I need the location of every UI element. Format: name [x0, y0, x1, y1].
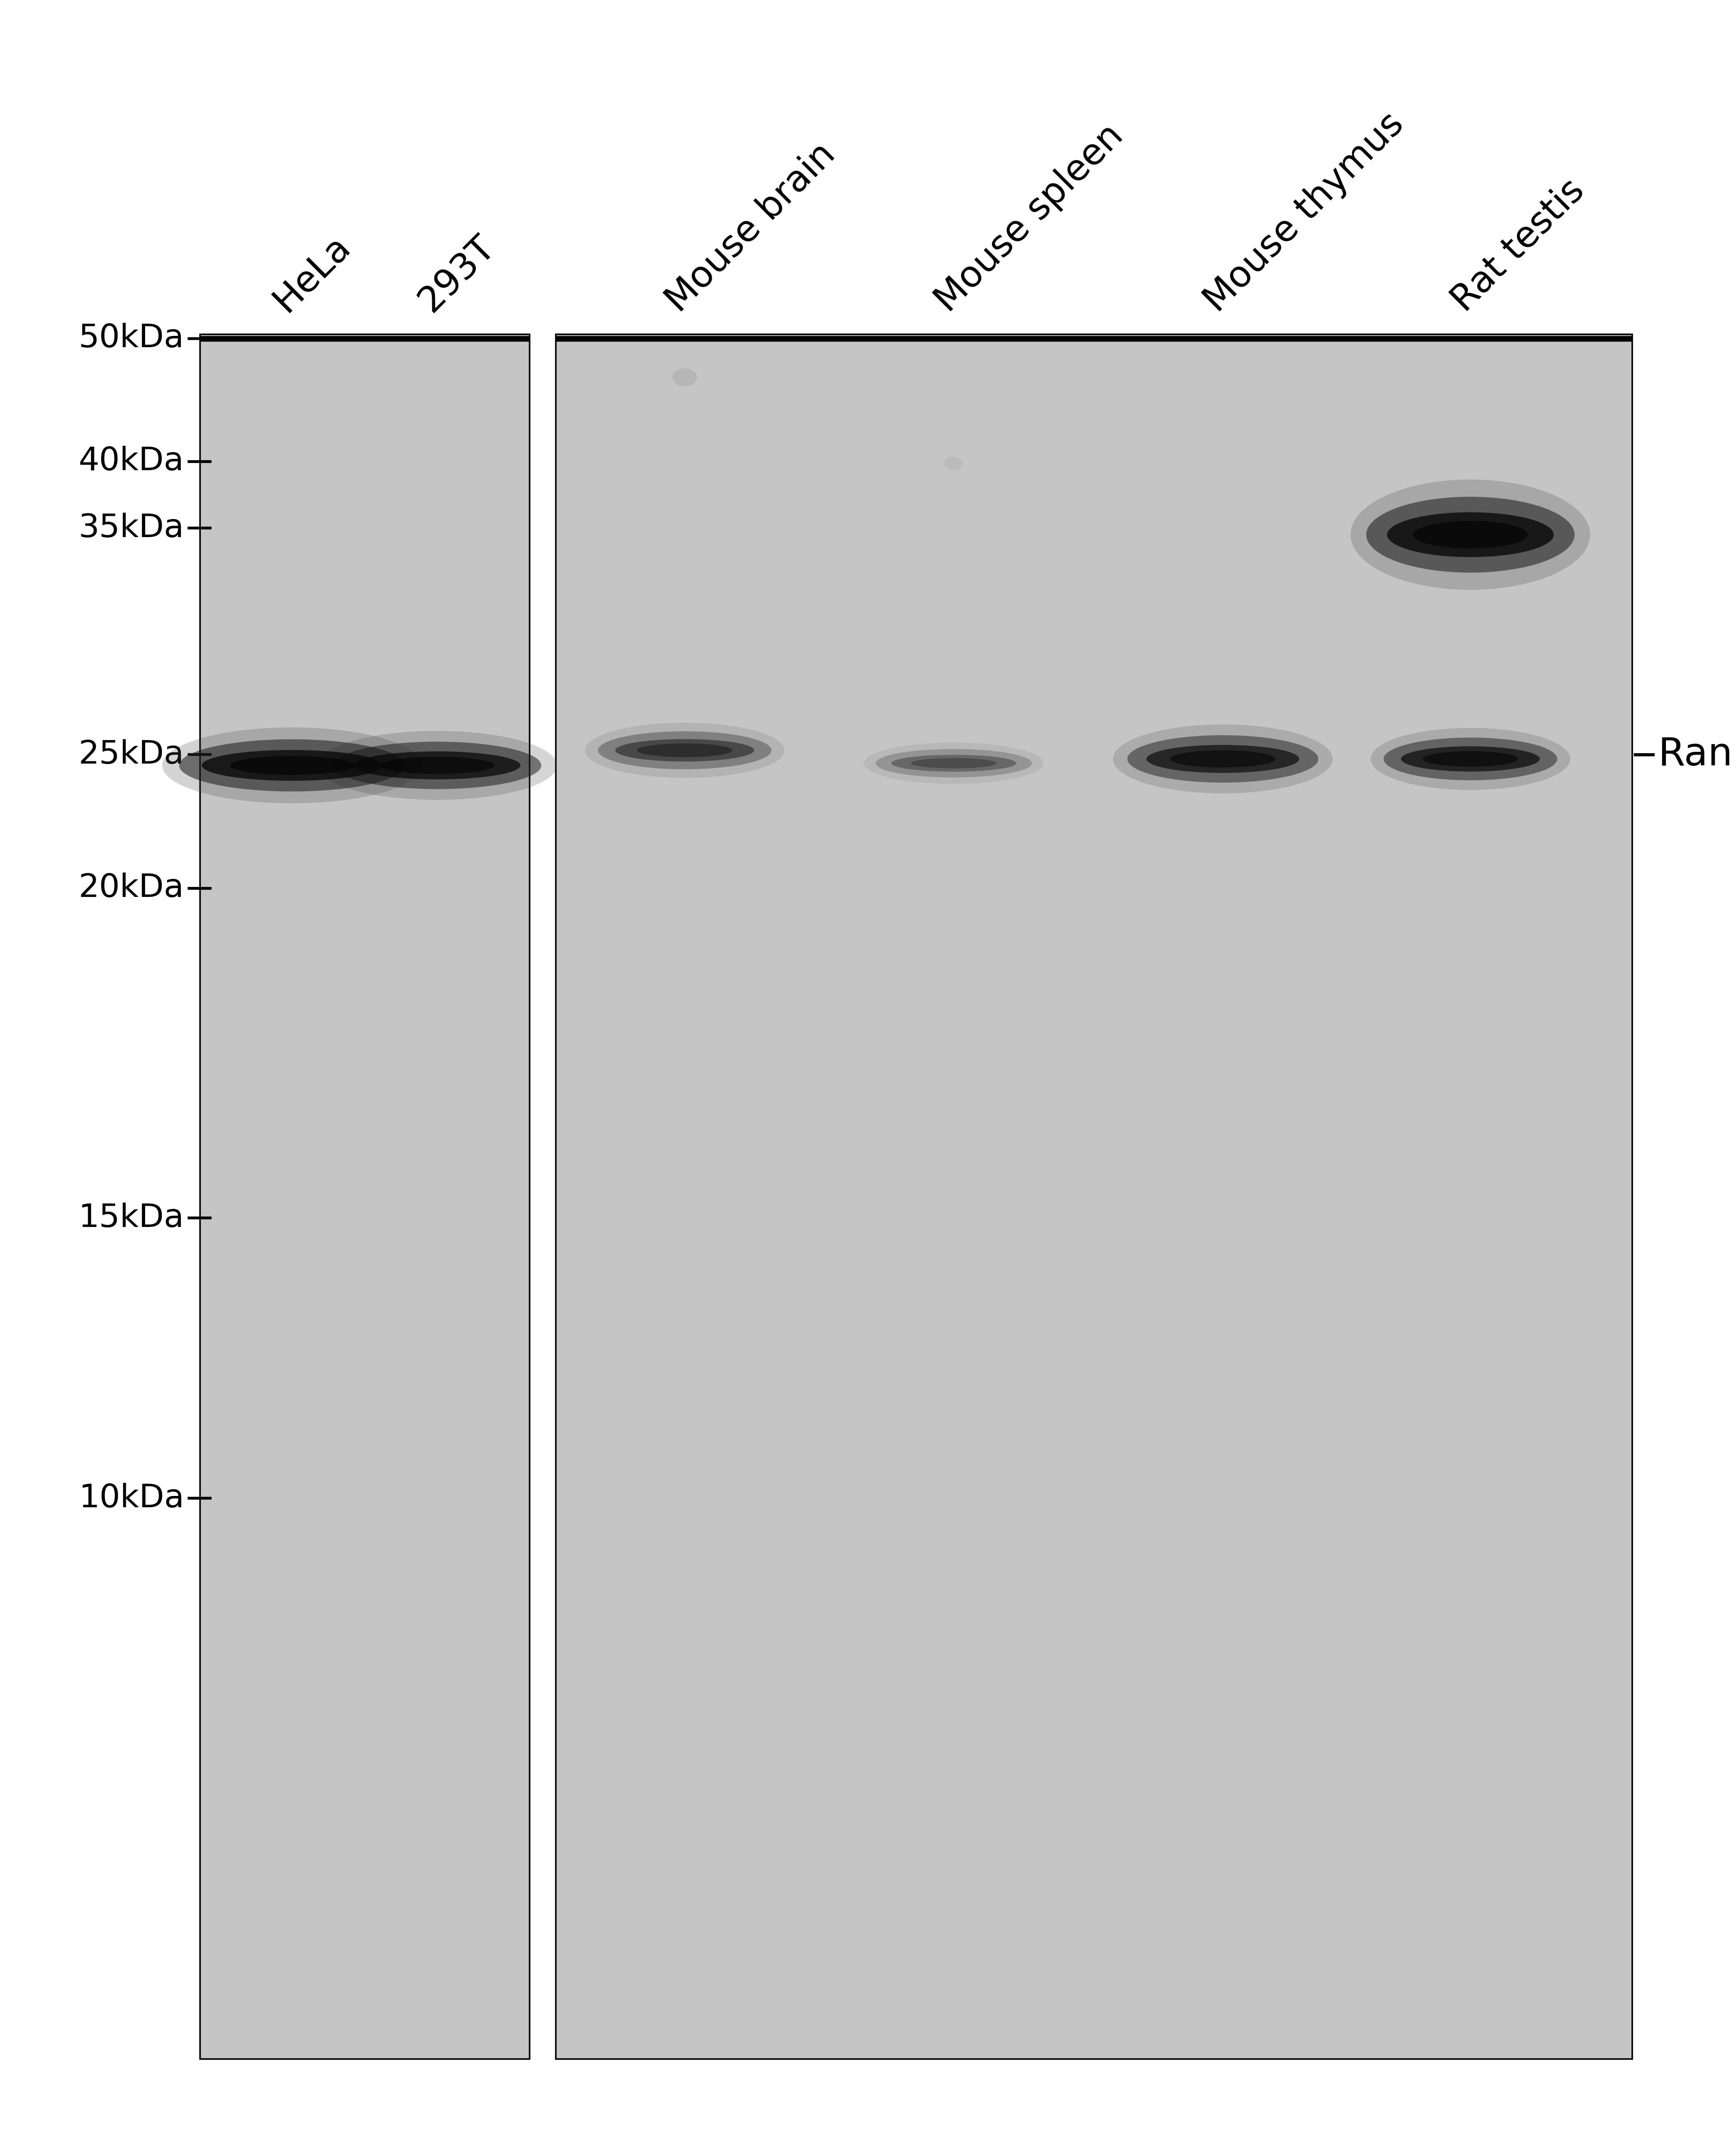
Text: Mouse spleen: Mouse spleen [929, 119, 1130, 319]
Ellipse shape [672, 369, 698, 386]
Ellipse shape [944, 457, 963, 470]
Text: 35kDa: 35kDa [78, 513, 184, 543]
Text: Rat testis: Rat testis [1446, 172, 1592, 319]
Ellipse shape [865, 742, 1043, 785]
Ellipse shape [1424, 750, 1517, 768]
Ellipse shape [354, 750, 521, 778]
Bar [556, 334, 1632, 2059]
Bar [200, 334, 529, 2059]
Ellipse shape [380, 757, 495, 774]
Text: 40kDa: 40kDa [78, 446, 184, 476]
Text: 10kDa: 10kDa [78, 1483, 184, 1514]
Ellipse shape [637, 744, 733, 757]
Ellipse shape [1351, 479, 1590, 591]
Ellipse shape [597, 731, 771, 770]
Ellipse shape [1366, 496, 1575, 573]
Ellipse shape [891, 755, 1016, 772]
Ellipse shape [1387, 513, 1554, 556]
Ellipse shape [201, 750, 382, 780]
Ellipse shape [1371, 729, 1571, 789]
Ellipse shape [333, 742, 542, 789]
Text: 20kDa: 20kDa [78, 873, 184, 903]
Ellipse shape [1384, 737, 1557, 780]
Ellipse shape [875, 748, 1031, 778]
Ellipse shape [1146, 744, 1299, 774]
Ellipse shape [1401, 746, 1540, 772]
Ellipse shape [1170, 750, 1276, 768]
Text: 293T: 293T [411, 229, 502, 319]
Text: HeLa: HeLa [267, 229, 358, 319]
Ellipse shape [911, 759, 996, 768]
Text: 15kDa: 15kDa [78, 1203, 184, 1233]
Ellipse shape [179, 740, 404, 791]
Ellipse shape [1413, 522, 1528, 548]
Text: Mouse thymus: Mouse thymus [1198, 106, 1411, 319]
Ellipse shape [229, 757, 354, 774]
Bar [200, 334, 529, 2059]
Ellipse shape [1113, 724, 1333, 793]
Text: Ran: Ran [1658, 735, 1733, 774]
Text: 50kDa: 50kDa [78, 323, 184, 354]
Ellipse shape [615, 740, 753, 761]
Bar [556, 334, 1632, 2059]
Text: 25kDa: 25kDa [78, 740, 184, 770]
Ellipse shape [1127, 735, 1318, 783]
Text: Mouse brain: Mouse brain [660, 136, 842, 319]
Ellipse shape [585, 722, 785, 778]
Ellipse shape [318, 731, 557, 800]
Ellipse shape [161, 727, 422, 804]
